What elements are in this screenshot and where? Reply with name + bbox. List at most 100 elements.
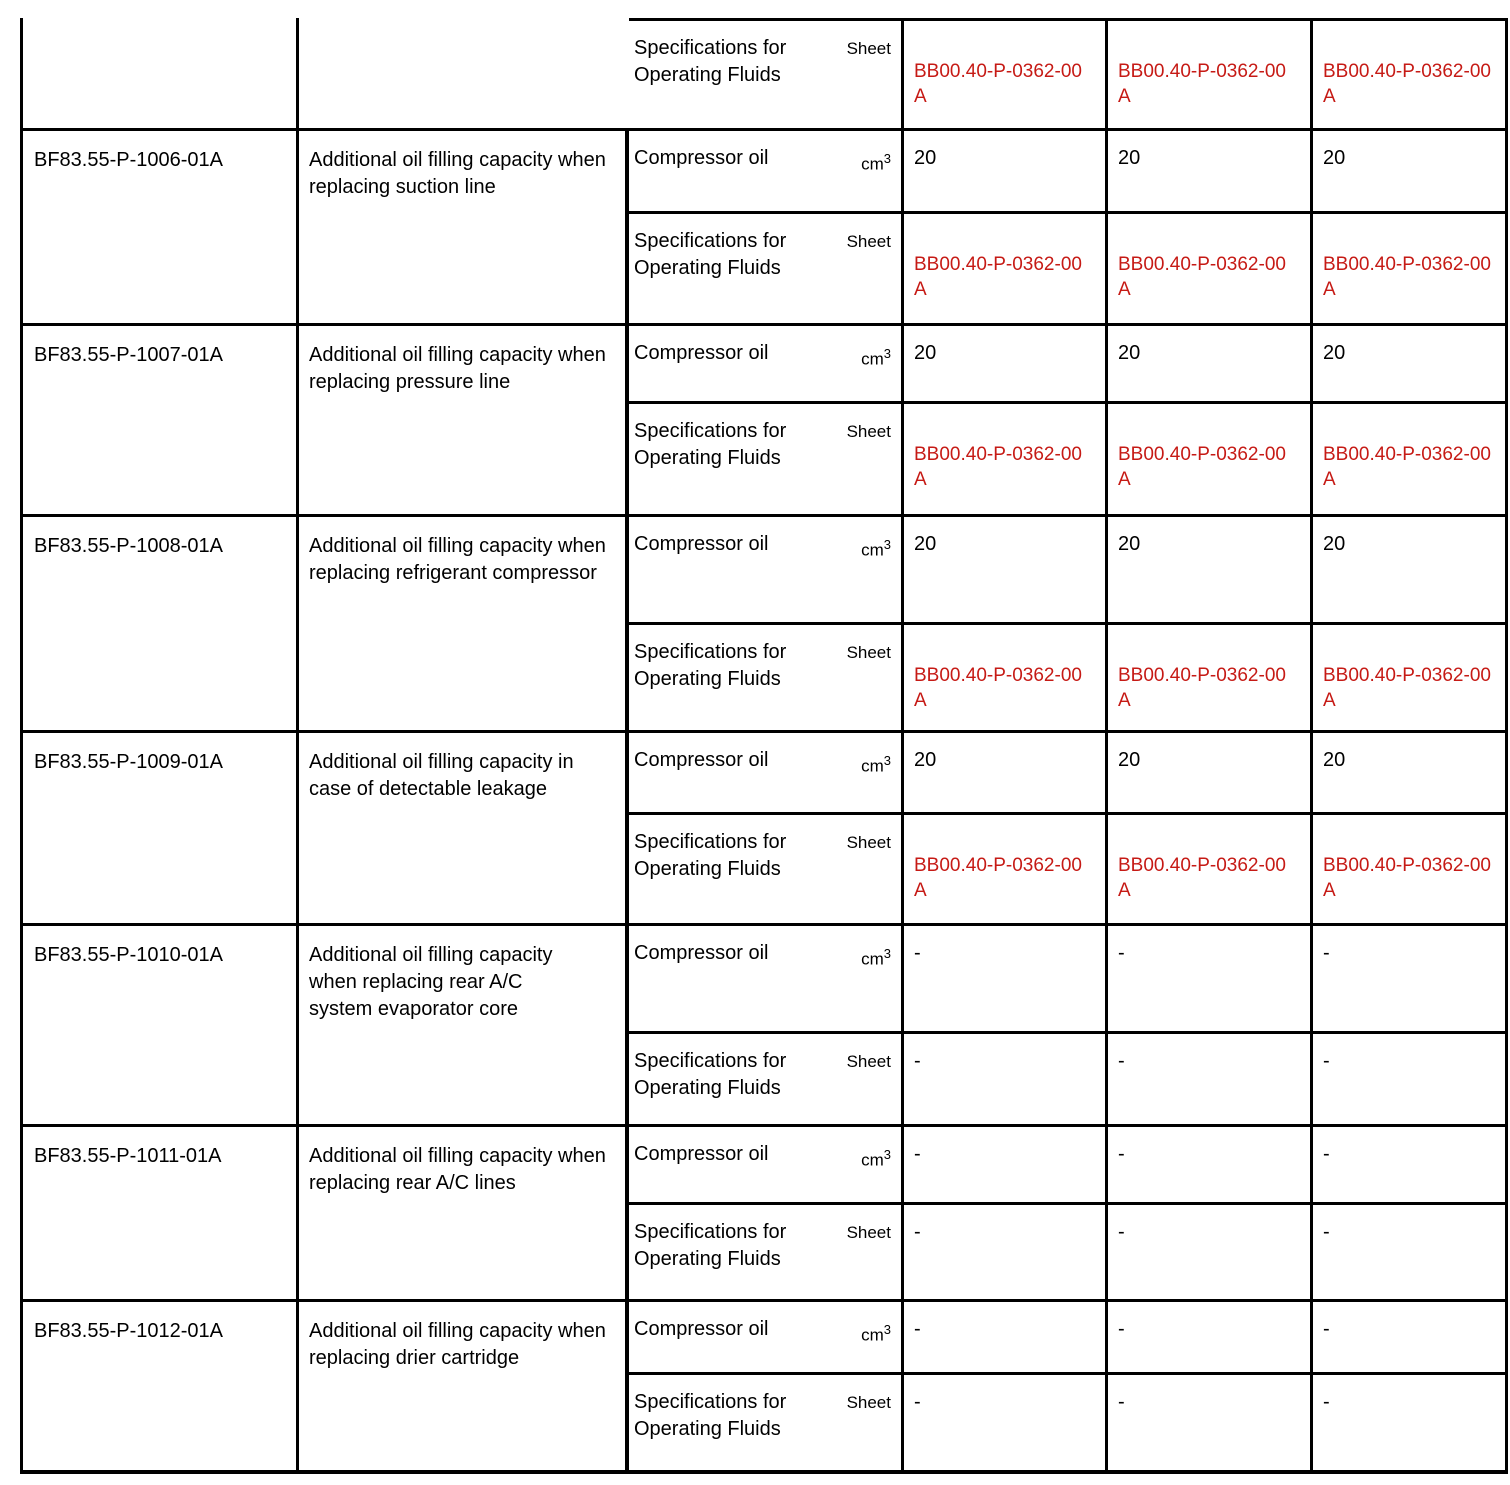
sub-rows: Compressor oil cm3 - - - Specifications … — [625, 926, 1505, 1124]
sheet-value: - — [1118, 1391, 1125, 1413]
code-cell: BF83.55-P-1010-01A — [23, 926, 296, 1124]
code-cell: BF83.55-P-1009-01A — [23, 733, 296, 923]
description-cell — [296, 18, 625, 128]
item-cell: Specifications for Operating Fluids Shee… — [629, 815, 901, 923]
sheet-value: - — [1323, 1391, 1330, 1413]
item-cell: Compressor oil cm3 — [629, 1127, 901, 1202]
spec-subrow: Specifications for Operating Fluids Shee… — [629, 18, 1505, 128]
value-cell: - — [901, 1375, 1105, 1470]
table-row-continued: Specifications for Operating Fluids Shee… — [23, 18, 1505, 128]
unit-superscript: 3 — [883, 1147, 891, 1162]
spec-code: BF83.55-P-1008-01A — [34, 535, 224, 557]
value-cell: 20 — [901, 326, 1105, 401]
sheet-value: - — [1118, 1050, 1125, 1072]
item-unit: cm3 — [861, 145, 891, 177]
oil-value: - — [1118, 1318, 1125, 1340]
oil-value: 20 — [914, 147, 937, 169]
spec-subrow: Specifications for Operating Fluids Shee… — [629, 1031, 1505, 1124]
spec-subrow: Specifications for Operating Fluids Shee… — [629, 812, 1505, 923]
unit-superscript: 3 — [883, 151, 891, 166]
value-cell: - — [1310, 1302, 1505, 1372]
sheet-value: - — [914, 1221, 921, 1243]
value-cell: 20 — [901, 131, 1105, 211]
description-cell: Additional oil filling capacity in case … — [296, 733, 625, 923]
oil-value: 20 — [1118, 533, 1141, 555]
unit-text: cm — [861, 349, 884, 369]
code-cell — [23, 18, 296, 128]
item-label: Specifications for Operating Fluids — [634, 420, 787, 469]
code-cell: BF83.55-P-1006-01A — [23, 131, 296, 323]
value-cell: 20 — [901, 517, 1105, 622]
unit-text: cm — [861, 540, 884, 560]
item-label: Specifications for Operating Fluids — [634, 831, 787, 880]
value-cell: BB00.40-P-0362-00 A — [901, 214, 1105, 323]
item-label: Compressor oil — [634, 942, 769, 964]
sub-rows: Compressor oil cm3 - - - Specifications … — [625, 1302, 1505, 1470]
item-label: Compressor oil — [634, 749, 769, 771]
value-cell: 20 — [901, 733, 1105, 812]
oil-value: 20 — [914, 342, 937, 364]
value-cell: BB00.40-P-0362-00 A — [1105, 815, 1310, 923]
oil-value: 20 — [1323, 533, 1346, 555]
item-cell: Compressor oil cm3 — [629, 326, 901, 401]
oil-value: - — [1118, 942, 1125, 964]
value-cell: - — [901, 926, 1105, 1031]
description-cell: Additional oil filling capacity when rep… — [296, 131, 625, 323]
item-label: Specifications for Operating Fluids — [634, 1221, 787, 1270]
item-unit: cm3 — [861, 531, 891, 563]
oil-value: 20 — [1323, 147, 1346, 169]
value-cell: 20 — [1310, 326, 1505, 401]
value-cell: BB00.40-P-0362-00 A — [901, 625, 1105, 730]
table-row: BF83.55-P-1008-01A Additional oil fillin… — [23, 514, 1505, 730]
item-cell: Specifications for Operating Fluids Shee… — [629, 404, 901, 514]
oil-value: - — [1323, 942, 1330, 964]
value-cell: BB00.40-P-0362-00 A — [1310, 625, 1505, 730]
sub-rows: Specifications for Operating Fluids Shee… — [625, 18, 1505, 128]
sheet-value: BB00.40-P-0362-00 A — [1118, 254, 1286, 300]
spec-code: BF83.55-P-1011-01A — [34, 1145, 222, 1167]
item-cell: Specifications for Operating Fluids Shee… — [629, 1034, 901, 1124]
item-cell: Compressor oil cm3 — [629, 733, 901, 812]
value-cell: 20 — [1310, 517, 1505, 622]
spec-subrow: Specifications for Operating Fluids Shee… — [629, 622, 1505, 730]
description-cell: Additional oil filling capacity when rep… — [296, 1302, 625, 1470]
sheet-value: BB00.40-P-0362-00 A — [914, 665, 1082, 711]
item-label: Specifications for Operating Fluids — [634, 1050, 787, 1099]
value-cell: - — [1310, 1205, 1505, 1299]
value-cell: - — [901, 1205, 1105, 1299]
spec-subrow: Specifications for Operating Fluids Shee… — [629, 1372, 1505, 1470]
value-cell: BB00.40-P-0362-00 A — [1310, 21, 1505, 128]
code-cell: BF83.55-P-1007-01A — [23, 326, 296, 514]
item-label: Specifications for Operating Fluids — [634, 1391, 787, 1440]
oil-value: 20 — [1118, 147, 1141, 169]
value-cell: - — [1105, 926, 1310, 1031]
spec-code: BF83.55-P-1010-01A — [34, 944, 224, 966]
sheet-value: BB00.40-P-0362-00 A — [1323, 254, 1491, 300]
item-cell: Compressor oil cm3 — [629, 131, 901, 211]
spec-code: BF83.55-P-1007-01A — [34, 344, 224, 366]
oil-value: - — [1323, 1318, 1330, 1340]
description-cell: Additional oil filling capacity when rep… — [296, 926, 625, 1124]
specifications-table: Specifications for Operating Fluids Shee… — [20, 18, 1508, 1474]
item-label: Compressor oil — [634, 147, 769, 169]
item-unit: cm3 — [861, 747, 891, 779]
sheet-value: - — [1323, 1050, 1330, 1072]
item-unit: cm3 — [861, 340, 891, 372]
table-row: BF83.55-P-1009-01A Additional oil fillin… — [23, 730, 1505, 923]
item-unit: Sheet — [846, 833, 891, 852]
oil-value: 20 — [1118, 749, 1141, 771]
value-cell: BB00.40-P-0362-00 A — [1105, 404, 1310, 514]
value-cell: 20 — [1105, 131, 1310, 211]
item-unit: Sheet — [846, 1393, 891, 1412]
row-description: Additional oil filling capacity when rep… — [309, 1145, 606, 1194]
value-cell: BB00.40-P-0362-00 A — [901, 815, 1105, 923]
sheet-value: BB00.40-P-0362-00 A — [914, 254, 1082, 300]
value-cell: BB00.40-P-0362-00 A — [1105, 21, 1310, 128]
value-cell: BB00.40-P-0362-00 A — [1105, 214, 1310, 323]
sheet-value: BB00.40-P-0362-00 A — [1118, 855, 1286, 901]
unit-superscript: 3 — [883, 1322, 891, 1337]
row-description: Additional oil filling capacity when rep… — [309, 944, 553, 1020]
value-cell: BB00.40-P-0362-00 A — [1105, 625, 1310, 730]
sheet-value: BB00.40-P-0362-00 A — [1118, 665, 1286, 711]
item-label: Compressor oil — [634, 1143, 769, 1165]
